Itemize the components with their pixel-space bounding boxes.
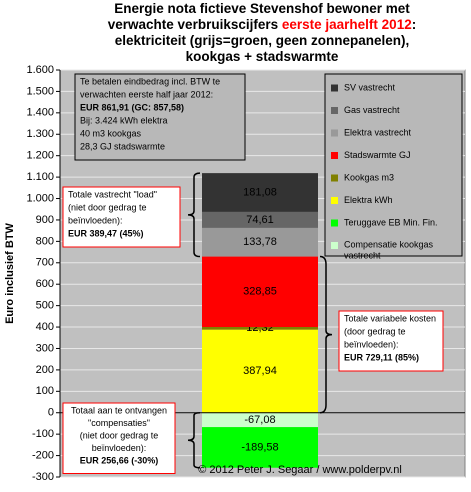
annotation-box xyxy=(74,73,246,161)
data-label: 181,08 xyxy=(243,186,277,198)
title-part: eerste jaarhelft 2012 xyxy=(282,17,412,32)
title-part: : xyxy=(412,17,417,32)
y-tick-label: 1.500 xyxy=(26,85,54,97)
annotation-text: EUR 861,91 (GC: 857,58) xyxy=(80,102,184,112)
annotation-box xyxy=(338,310,444,372)
legend-label-part: Compensatie kookgas xyxy=(344,240,434,250)
annotation-text: beïnvloeden): xyxy=(68,215,123,225)
annotation-text: Totale variabele kosten xyxy=(344,313,436,323)
y-tick-label: 600 xyxy=(36,278,54,290)
y-tick-label: 1.000 xyxy=(26,192,54,204)
copyright: © 2012 Peter J. Segaar / www.polderpv.nl xyxy=(198,464,402,476)
annotation-text: Te betalen eindbedrag incl. BTW te xyxy=(80,76,220,86)
annotation-box xyxy=(62,402,176,474)
annotation-text: "compensaties" xyxy=(88,418,150,428)
data-label: 387,94 xyxy=(243,365,277,377)
title-part: verwachte verbruikscijfers xyxy=(108,17,282,32)
annotation-text: 28,3 GJ stadswarmte xyxy=(80,141,165,151)
legend-swatch xyxy=(331,197,338,204)
annotation-text: EUR 729,11 (85%) xyxy=(344,352,419,362)
legend-swatch xyxy=(331,242,338,249)
y-axis-label: Euro inclusief BTW xyxy=(4,222,16,323)
legend-swatch xyxy=(331,107,338,114)
bar-segment xyxy=(202,412,318,428)
data-label: 74,61 xyxy=(246,214,274,226)
y-tick-label: 1.600 xyxy=(26,64,54,76)
annotation-text: EUR 389,47 (45%) xyxy=(68,228,144,238)
bar-segment xyxy=(202,326,318,330)
y-tick-label: 1.100 xyxy=(26,171,54,183)
y-tick-label: 100 xyxy=(36,385,54,397)
annotation-text: EUR 256,66 (-30%) xyxy=(80,455,159,465)
bar-segment xyxy=(202,329,318,413)
y-tick-label: -200 xyxy=(32,449,54,461)
y-tick-label: 800 xyxy=(36,235,54,247)
data-label: 133,78 xyxy=(243,236,277,248)
y-tick-label: -100 xyxy=(32,428,54,440)
brace xyxy=(319,255,333,414)
y-tick-label: 300 xyxy=(36,342,54,354)
chart-title: verwachte verbruikscijfers eerste jaarhe… xyxy=(108,17,416,32)
y-tick-label: -300 xyxy=(32,471,54,483)
bar-segment xyxy=(202,173,318,212)
legend-label: SV vastrecht xyxy=(344,82,396,92)
annotation-text: 40 m3 kookgas xyxy=(80,128,142,138)
legend-swatch xyxy=(331,152,338,159)
legend-label: Elektra kWh xyxy=(344,195,393,205)
bar-segment xyxy=(202,227,318,257)
legend-label: Kookgas m3 xyxy=(344,172,394,182)
title-part: elektriciteit (grijs=groen, geen zonnepa… xyxy=(115,33,409,48)
annotation-text: Totaal aan te ontvangen xyxy=(71,405,167,415)
bar-segment xyxy=(202,427,318,468)
bar-segment xyxy=(202,256,318,327)
data-label: -67,08 xyxy=(244,414,275,426)
y-tick-label: 900 xyxy=(36,214,54,226)
legend-swatch xyxy=(331,84,338,92)
data-label: 328,85 xyxy=(243,286,277,298)
legend-swatch xyxy=(331,219,338,227)
title-part: kookgas + stadswarmte xyxy=(186,49,339,64)
annotation-text: Totale vastrecht "load" xyxy=(68,189,157,199)
annotation-text: Bij: 3.424 kWh elektra xyxy=(80,115,168,125)
y-tick-label: 0 xyxy=(48,407,54,419)
y-tick-label: 500 xyxy=(36,300,54,312)
legend-label: Gas vastrecht xyxy=(344,105,400,115)
chart-title: Energie nota fictieve Stevenshof bewoner… xyxy=(114,1,410,16)
annotation-text: (niet door gedrag te xyxy=(80,430,159,440)
title-part: Energie nota fictieve Stevenshof bewoner… xyxy=(114,1,410,16)
brace xyxy=(187,172,201,258)
y-tick-label: 400 xyxy=(36,321,54,333)
y-tick-label: 1.400 xyxy=(26,107,54,119)
y-tick-label: 1.300 xyxy=(26,128,54,140)
legend-swatch xyxy=(331,129,338,137)
annotation-text: (door gedrag te xyxy=(344,326,406,336)
legend xyxy=(324,73,463,257)
y-tick-label: 700 xyxy=(36,257,54,269)
legend-label: Teruggave EB Min. Fin. xyxy=(344,217,438,227)
y-tick-label: 1.200 xyxy=(26,150,54,162)
legend-label: Elektra vastrecht xyxy=(344,127,412,137)
y-tick-label: 200 xyxy=(36,364,54,376)
data-label: -189,58 xyxy=(241,441,278,453)
annotation-text: beïnvloeden): xyxy=(344,339,399,349)
legend-label-part: vastrecht xyxy=(344,251,381,261)
chart-title: kookgas + stadswarmte xyxy=(186,49,339,64)
annotation-text: beïnvloeden): xyxy=(92,443,147,453)
legend-swatch xyxy=(331,174,338,182)
legend-label: Stadswarmte GJ xyxy=(344,150,411,160)
bar-segment xyxy=(202,211,318,228)
brace xyxy=(187,411,201,469)
annotation-box xyxy=(62,186,181,248)
legend-label: Compensatie kookgas vastrecht xyxy=(344,240,434,261)
annotation-text: (niet door gedrag te xyxy=(68,202,147,212)
chart-title: elektriciteit (grijs=groen, geen zonnepa… xyxy=(115,33,409,48)
annotation-text: verwachten eerste half jaar 2012: xyxy=(80,89,213,99)
